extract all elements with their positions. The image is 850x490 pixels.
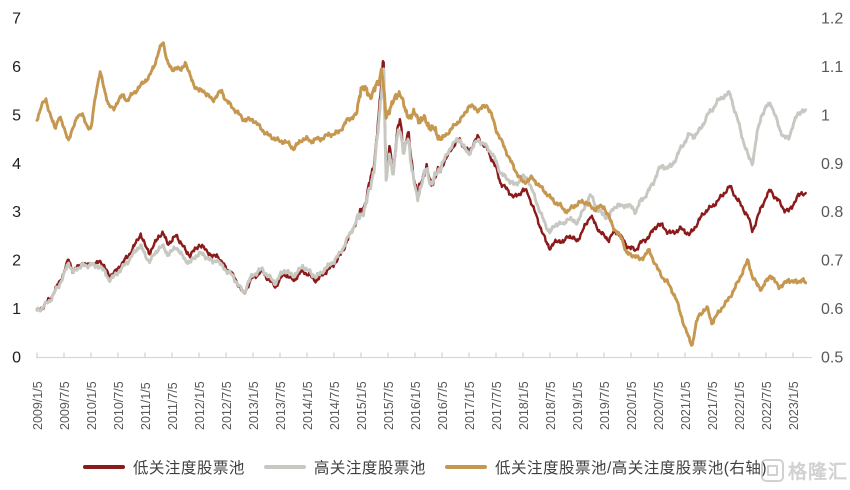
y-axis-right-label: 0.5 <box>821 350 843 367</box>
y-axis-right-label: 1 <box>821 107 830 124</box>
y-axis-right-label: 0.6 <box>821 301 843 318</box>
x-axis-label: 2013/7/5 <box>274 381 288 430</box>
legend-line-swatch-gold <box>444 465 487 469</box>
x-axis-label: 2021/7/5 <box>706 381 720 430</box>
y-axis-left-label: 7 <box>12 11 21 28</box>
x-axis-label: 2010/1/5 <box>85 381 99 430</box>
x-axis-label: 2015/7/5 <box>382 381 396 430</box>
legend-line-swatch-red <box>82 465 125 469</box>
y-axis-left-label: 6 <box>12 59 21 76</box>
x-axis-label: 2021/1/5 <box>679 381 693 430</box>
y-axis-right-label: 0.8 <box>821 204 843 221</box>
x-axis-label: 2012/7/5 <box>220 381 234 430</box>
x-axis-label: 2011/7/5 <box>166 382 180 430</box>
legend-item-low-attention-pool: 低关注度股票池 <box>82 456 245 478</box>
y-axis-right-label: 0.7 <box>821 253 843 270</box>
x-axis-label: 2015/1/5 <box>355 381 369 430</box>
x-axis-label: 2018/1/5 <box>517 381 531 430</box>
x-axis-label: 2014/7/5 <box>328 381 342 430</box>
x-axis-label: 2018/7/5 <box>544 381 558 430</box>
x-axis-label: 2020/7/5 <box>652 381 666 430</box>
y-axis-left-label: 1 <box>12 301 21 318</box>
x-axis-label: 2022/7/5 <box>760 381 774 430</box>
x-axis-label: 2012/1/5 <box>193 381 207 430</box>
x-axis-label: 2023/1/5 <box>787 381 801 430</box>
legend-line-swatch-gray <box>263 465 306 469</box>
x-axis-label: 2017/7/5 <box>490 381 504 430</box>
legend-item-ratio-right-axis: 低关注度股票池/高关注度股票池(右轴) <box>444 456 768 478</box>
x-axis-label: 2017/1/5 <box>463 381 477 430</box>
x-axis-label: 2022/1/5 <box>733 381 747 430</box>
x-axis-label: 2014/1/5 <box>301 381 315 430</box>
chart-legend: 低关注度股票池 高关注度股票池 低关注度股票池/高关注度股票池(右轴) <box>0 456 850 478</box>
legend-label: 低关注度股票池 <box>132 460 245 477</box>
y-axis-left-label: 0 <box>12 350 21 367</box>
watermark-logo-icon <box>760 459 784 482</box>
y-axis-right-label: 1.2 <box>821 11 843 28</box>
legend-item-high-attention-pool: 高关注度股票池 <box>263 456 426 478</box>
y-axis-left-label: 2 <box>12 253 21 270</box>
x-axis-label: 2019/7/5 <box>598 381 612 430</box>
legend-label: 低关注度股票池/高关注度股票池(右轴) <box>494 460 768 477</box>
x-axis-label: 2013/1/5 <box>247 381 261 430</box>
series-line-1 <box>35 67 808 313</box>
x-axis-label: 2010/7/5 <box>112 381 126 430</box>
x-axis-label: 2020/1/5 <box>625 381 639 430</box>
x-axis-label: 2011/1/5 <box>139 382 153 430</box>
y-axis-left-label: 4 <box>12 156 21 173</box>
watermark-text: 格隆汇 <box>787 462 848 483</box>
y-axis-right-label: 0.9 <box>821 156 843 173</box>
x-axis-label: 2009/7/5 <box>58 381 72 430</box>
y-axis-left-label: 5 <box>12 107 21 124</box>
x-axis-label: 2016/7/5 <box>436 381 450 430</box>
x-axis-label: 2009/1/5 <box>31 381 45 430</box>
legend-label: 高关注度股票池 <box>313 460 426 477</box>
series-line-2 <box>35 41 808 347</box>
watermark: 格隆汇 <box>760 457 848 484</box>
y-axis-right-label: 1.1 <box>821 59 843 76</box>
y-axis-left-label: 3 <box>12 204 21 221</box>
x-axis-label: 2019/1/5 <box>571 381 585 430</box>
x-axis-label: 2016/1/5 <box>409 381 423 430</box>
